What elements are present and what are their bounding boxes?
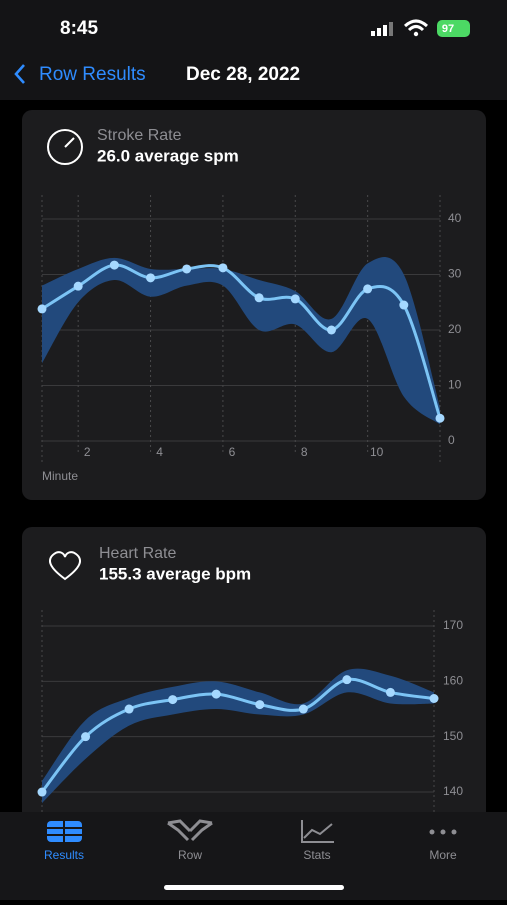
point <box>218 263 228 273</box>
y-tick-label: 20 <box>448 322 462 336</box>
row-icon[interactable] <box>167 819 213 842</box>
point <box>182 264 192 274</box>
tab-label[interactable]: Stats <box>303 848 330 862</box>
results-icon-lines <box>47 821 82 842</box>
point <box>342 675 352 685</box>
card-title: Heart Rate <box>99 545 176 562</box>
point <box>73 281 83 291</box>
point <box>385 687 395 697</box>
more-icon[interactable] <box>429 829 457 835</box>
tab-label[interactable]: Results <box>44 848 84 862</box>
point <box>168 695 178 705</box>
signal <box>371 22 393 36</box>
stats-icon[interactable] <box>301 820 334 843</box>
point <box>363 284 373 294</box>
y-tick-label: 30 <box>448 267 462 281</box>
card-summary: 26.0 average spm <box>97 146 239 165</box>
y-tick-label: 0 <box>448 433 455 447</box>
point <box>399 300 409 310</box>
card-title: Stroke Rate <box>97 127 182 144</box>
y-tick-label: 140 <box>443 784 463 798</box>
range-band <box>42 257 440 425</box>
point <box>146 273 156 283</box>
point <box>81 732 91 742</box>
wifi-dot <box>413 31 419 37</box>
plot: 140 150 160 170 <box>37 610 463 812</box>
y-tick-label: 170 <box>443 618 463 632</box>
point <box>290 294 300 304</box>
range-band <box>42 668 434 804</box>
point <box>326 325 336 335</box>
x-tick-label: 10 <box>370 445 384 459</box>
point <box>37 787 47 797</box>
battery-level: 97 <box>442 23 454 35</box>
heart-icon <box>49 551 81 581</box>
x-tick-label: 6 <box>229 445 236 459</box>
point <box>109 260 119 270</box>
point <box>298 704 308 714</box>
y-tick-label: 150 <box>443 729 463 743</box>
battery <box>437 20 470 37</box>
x-axis-label: Minute <box>42 469 78 483</box>
point <box>255 700 265 710</box>
point <box>254 293 264 303</box>
x-tick-label: 8 <box>301 445 308 459</box>
back-button[interactable]: Row Results <box>39 64 146 85</box>
y-tick-label: 10 <box>448 378 462 392</box>
time: 8:45 <box>60 18 98 39</box>
plot: 0 10 20 30 40 2 4 6 8 10 <box>37 195 462 462</box>
point <box>37 304 47 314</box>
tab-label[interactable]: Row <box>178 848 202 862</box>
tab-label[interactable]: More <box>429 848 457 862</box>
point <box>124 704 134 714</box>
y-tick-label: 160 <box>443 674 463 688</box>
point <box>429 693 439 703</box>
x-tick-label: 2 <box>84 445 91 459</box>
y-tick-label: 40 <box>448 211 462 225</box>
nav-title: Dec 28, 2022 <box>186 64 300 85</box>
gauge-icon <box>47 129 83 165</box>
point <box>211 689 221 699</box>
x-tick-label: 4 <box>156 445 163 459</box>
card-summary: 155.3 average bpm <box>99 564 251 583</box>
wifi <box>403 19 429 32</box>
back-arrow[interactable] <box>14 64 25 84</box>
point <box>435 413 445 423</box>
line <box>40 677 435 793</box>
header-bg <box>0 0 507 100</box>
home-indicator <box>164 885 344 890</box>
